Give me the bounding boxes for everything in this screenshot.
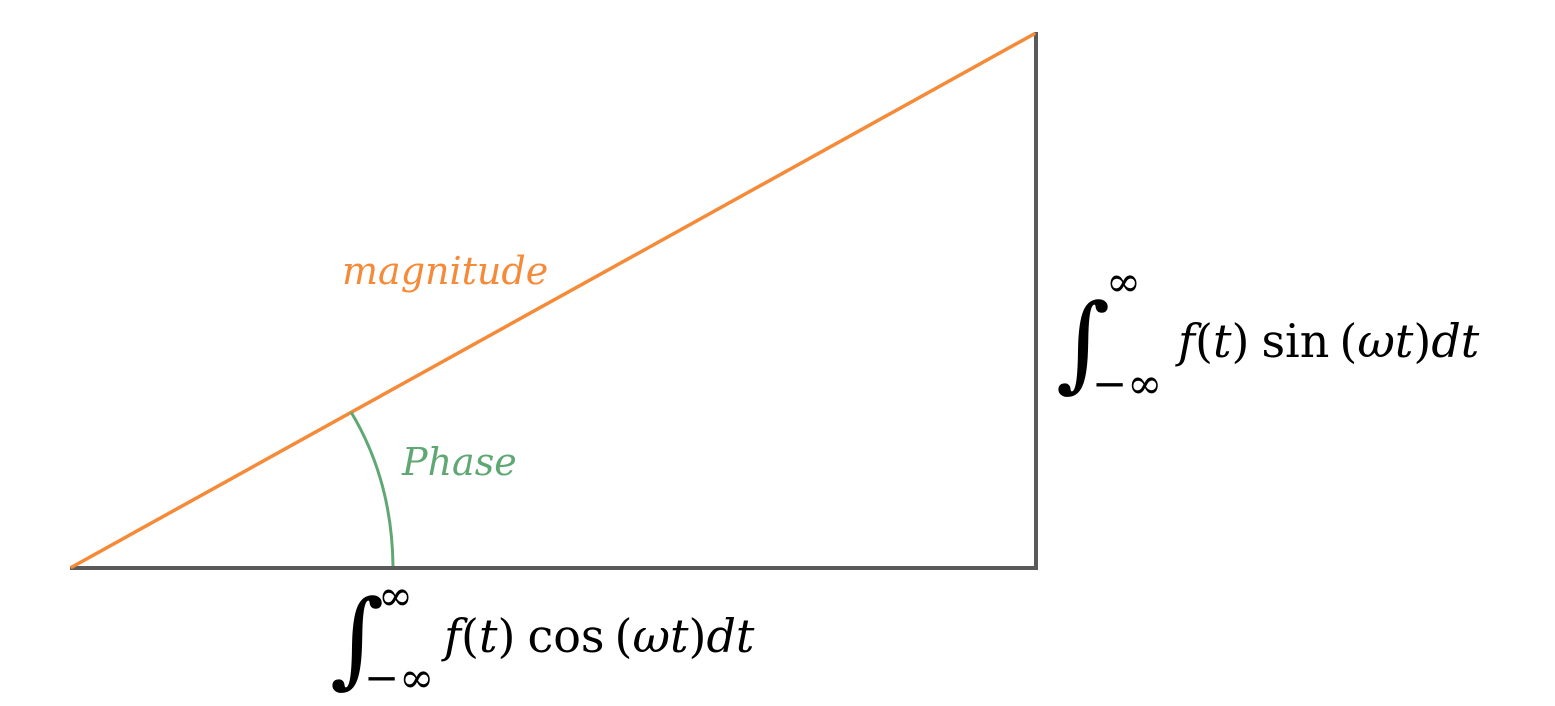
cos-integral-expression: ∫ ∞ −∞ f(t) cos (ωt)dt: [330, 571, 755, 702]
cos-upper-limit: ∞: [378, 571, 413, 620]
sin-integral-expression: ∫ ∞ −∞ f(t) sin (ωt)dt: [1056, 257, 1480, 408]
cos-integral-sign: ∫: [330, 577, 384, 699]
sin-upper-limit: ∞: [1106, 257, 1141, 306]
phase-angle-arc: [349, 411, 395, 567]
cos-lower-limit: −∞: [364, 653, 434, 702]
hypotenuse-magnitude-line: [70, 32, 1036, 569]
sin-lower-limit: −∞: [1092, 359, 1162, 408]
magnitude-label: magnitude: [342, 249, 548, 293]
cos-integrand: f(t) cos (ωt)dt: [441, 609, 755, 663]
phase-label: Phase: [401, 440, 517, 484]
sin-integral-sign: ∫: [1056, 281, 1110, 403]
sin-integrand: f(t) sin (ωt)dt: [1175, 314, 1480, 368]
